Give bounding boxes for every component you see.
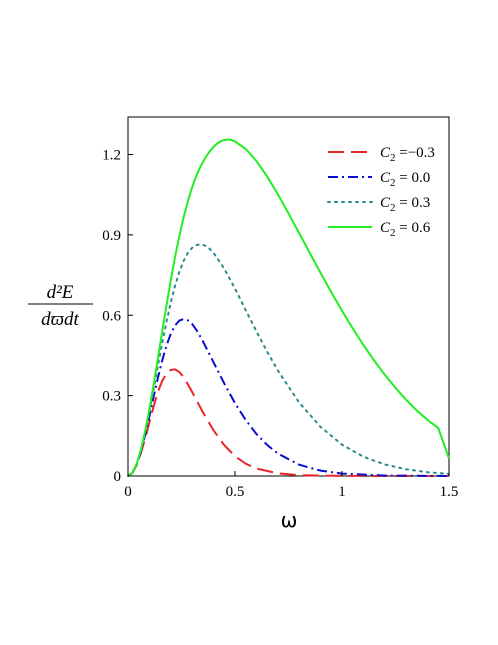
y-tick-label: 0.9 <box>102 228 121 244</box>
x-axis-label: ω <box>281 508 298 532</box>
y-axis-label: d²E dϖdt <box>28 282 93 330</box>
legend: C2 =−0.3C2 = 0.0C2 = 0.3C2 = 0.6 <box>327 145 435 239</box>
x-ticks: 0 0.5 1 1.5 <box>124 471 458 500</box>
x-tick-label: 1 <box>338 484 346 500</box>
legend-subscript: 2 <box>390 177 396 189</box>
legend-entry-2: C2 = 0.3 <box>380 195 430 214</box>
legend-symbol: C <box>380 170 391 186</box>
series-line-1 <box>127 317 450 477</box>
x-tick-label: 1.5 <box>440 484 459 500</box>
series-line-3 <box>127 138 450 477</box>
legend-symbol: C <box>380 220 391 236</box>
series-line-2 <box>127 243 450 477</box>
x-tick-label: 0.5 <box>226 484 245 500</box>
y-ticks: 0 0.3 0.6 0.9 1.2 <box>102 148 133 485</box>
legend-entry-1: C2 = 0.0 <box>380 170 430 189</box>
legend-subscript: 2 <box>390 227 396 239</box>
y-tick-label: 0 <box>114 469 122 485</box>
y-axis-label-denominator: dϖdt <box>41 309 79 330</box>
legend-subscript: 2 <box>390 202 396 214</box>
y-axis-label-numerator: d²E <box>47 282 74 303</box>
legend-entry-3: C2 = 0.6 <box>380 220 431 239</box>
series-layer <box>127 138 450 477</box>
x-tick-label: 0 <box>124 484 132 500</box>
plot-frame <box>127 116 450 477</box>
y-tick-label: 0.3 <box>102 389 121 405</box>
legend-subscript: 2 <box>390 152 396 164</box>
legend-value: =−0.3 <box>396 145 435 161</box>
y-tick-label: 0.6 <box>102 308 121 324</box>
legend-symbol: C <box>380 145 391 161</box>
legend-value: = 0.6 <box>396 220 431 236</box>
series-line-0 <box>127 368 450 477</box>
legend-entry-0: C2 =−0.3 <box>380 145 435 164</box>
legend-symbol: C <box>380 195 391 211</box>
legend-value: = 0.3 <box>396 195 431 211</box>
legend-value: = 0.0 <box>396 170 431 186</box>
y-tick-label: 1.2 <box>102 148 121 164</box>
